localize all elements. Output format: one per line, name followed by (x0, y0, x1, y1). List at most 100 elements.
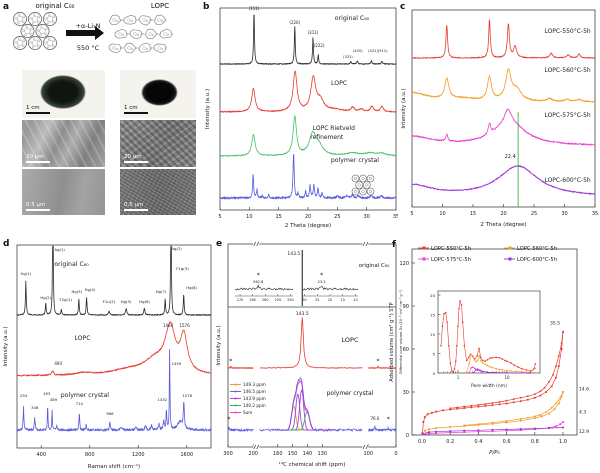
svg-text:120: 120 (399, 261, 409, 267)
svg-text:polymer crystal: polymer crystal (331, 157, 379, 164)
svg-text:0: 0 (433, 371, 436, 376)
svg-text:1576: 1576 (179, 323, 190, 328)
svg-text:refinement: refinement (310, 134, 344, 141)
svg-text:494: 494 (54, 361, 62, 366)
panel-a-label: a (3, 2, 10, 12)
svg-text:(311): (311) (308, 30, 319, 35)
svg-text:1576: 1576 (182, 393, 192, 398)
svg-text:1464: 1464 (163, 323, 174, 328)
svg-text:LOPC Rietveld: LOPC Rietveld (313, 125, 355, 132)
svg-text:453: 453 (43, 391, 51, 396)
svg-text:143.5: 143.5 (287, 251, 300, 257)
svg-text:1600: 1600 (180, 452, 193, 458)
svg-text:160: 160 (273, 451, 283, 457)
svg-text:1: 1 (457, 375, 460, 380)
raman-chart: 400 800 1200 1600 Raman shift (cm⁻¹) Intensit… (3, 244, 212, 470)
svg-text:(422)(511): (422)(511) (368, 49, 388, 53)
svg-text:F1u(2): F1u(2) (103, 299, 116, 304)
svg-text:1200: 1200 (132, 452, 145, 458)
svg-text:489: 489 (50, 397, 58, 402)
svg-text:20: 20 (500, 211, 506, 217)
svg-text:35.5: 35.5 (550, 321, 560, 327)
svg-text:Differential pore volume Dv (1: Differential pore volume Dv (10⁻² cm³ nm… (399, 289, 403, 374)
scale-bar: 20 μm (124, 154, 148, 164)
svg-text:20: 20 (305, 214, 311, 220)
scale-bar: 0.5 μm (124, 202, 148, 212)
panel-c-label: c (400, 2, 406, 12)
svg-text:polymer crystal: polymer crystal (327, 390, 374, 397)
svg-text:P/P₀: P/P₀ (489, 450, 500, 456)
svg-text:0.0: 0.0 (418, 439, 426, 445)
svg-text:800: 800 (85, 452, 95, 458)
svg-text:0.6: 0.6 (503, 439, 511, 445)
svg-text:Hg(8): Hg(8) (186, 285, 197, 290)
temperature-label: 550 °C (76, 44, 100, 52)
panel-b: b 5 10 15 20 25 30 35 2 Theta (degree) Intensity… (200, 0, 399, 237)
svg-text:30: 30 (363, 214, 369, 220)
svg-text:Hg(4): Hg(4) (85, 287, 96, 292)
svg-text:Pore width (nm): Pore width (nm) (471, 383, 507, 389)
svg-text:original C₆₀: original C₆₀ (359, 263, 390, 269)
svg-text:F1g(3): F1g(3) (176, 266, 189, 271)
svg-text:30: 30 (561, 211, 567, 217)
nmr-chart: 300 200 160 150 140 130 100 0 ¹³C chemical shift… (216, 241, 398, 468)
svg-text:10: 10 (430, 332, 435, 337)
svg-text:*: * (387, 416, 390, 423)
svg-text:Hg(2): Hg(2) (40, 295, 51, 300)
panel-e: e 300 200 160 150 140 130 100 0 ¹³C chemical shi… (214, 237, 398, 473)
svg-text:149.3 ppm: 149.3 ppm (243, 382, 266, 387)
svg-text:35: 35 (393, 214, 398, 220)
scale-bar: 0.5 μm (26, 202, 50, 212)
svg-text:140: 140 (303, 451, 313, 457)
svg-text:*: * (228, 416, 231, 423)
svg-text:35: 35 (592, 211, 598, 217)
svg-text:250: 250 (287, 298, 293, 302)
photo-lopc: 1 cm (120, 70, 196, 118)
panel-d-label: d (3, 239, 10, 249)
svg-text:10: 10 (504, 375, 510, 380)
svg-text:22.4: 22.4 (505, 154, 516, 160)
svg-text:*: * (257, 272, 260, 279)
xrd-temperature-chart: 5 10 15 20 25 30 35 2 Theta (degree) Intensity (… (401, 9, 598, 228)
svg-text:346: 346 (31, 405, 39, 410)
sem-original-c60-low-mag: 20 μm (22, 120, 105, 167)
svg-text:23.3: 23.3 (318, 280, 326, 284)
svg-text:150: 150 (288, 451, 298, 457)
svg-text:143.5: 143.5 (296, 311, 309, 317)
svg-text:0: 0 (394, 451, 397, 457)
svg-text:4.3: 4.3 (579, 410, 586, 416)
svg-text:Hg(3): Hg(3) (71, 289, 82, 294)
svg-text:90: 90 (403, 304, 409, 310)
svg-text:200: 200 (248, 451, 258, 457)
svg-text:966: 966 (106, 411, 114, 416)
xrd-chart: 5 10 15 20 25 30 35 2 Theta (degree) Intensity (… (205, 6, 399, 229)
svg-text:Raman shift (cm⁻¹): Raman shift (cm⁻¹) (88, 463, 140, 470)
svg-text:LOPC-600°C-5h: LOPC-600°C-5h (517, 257, 557, 263)
svg-text:1459: 1459 (171, 361, 181, 366)
svg-text:Intensity (a.u.): Intensity (a.u.) (216, 325, 222, 365)
svg-text:(220): (220) (289, 20, 300, 25)
svg-text:14.6: 14.6 (579, 387, 589, 393)
svg-text:2 Theta (degree): 2 Theta (degree) (285, 223, 331, 229)
svg-text:270: 270 (237, 298, 243, 302)
svg-text:*: * (320, 272, 323, 279)
adsorption-chart: 0.0 0.2 0.4 0.6 0.8 1.00306090120P/P₀Adsorbed… (389, 246, 589, 456)
svg-text:15: 15 (275, 214, 281, 220)
panel-a: a original C₆₀ LOPC +α-Li₃N 550 °C 1 cm … (0, 0, 200, 237)
scale-bar: 20 μm (26, 154, 50, 164)
svg-text:10: 10 (246, 214, 252, 220)
svg-text:(222): (222) (314, 43, 325, 48)
svg-text:400: 400 (36, 452, 46, 458)
svg-text:(331): (331) (343, 55, 353, 59)
svg-text:12.9: 12.9 (579, 429, 589, 435)
svg-text:146.5 ppm: 146.5 ppm (243, 389, 266, 394)
svg-text:Intensity (a.u.): Intensity (a.u.) (401, 88, 407, 128)
svg-text:130: 130 (318, 451, 328, 457)
svg-text:0.8: 0.8 (531, 439, 539, 445)
scale-bar: 1 cm (26, 105, 50, 115)
svg-text:260: 260 (262, 298, 268, 302)
svg-text:254: 254 (20, 393, 28, 398)
svg-text:76.0: 76.0 (370, 416, 379, 421)
svg-text:Hg(1): Hg(1) (21, 271, 32, 276)
svg-text:Hg(7): Hg(7) (156, 289, 167, 294)
